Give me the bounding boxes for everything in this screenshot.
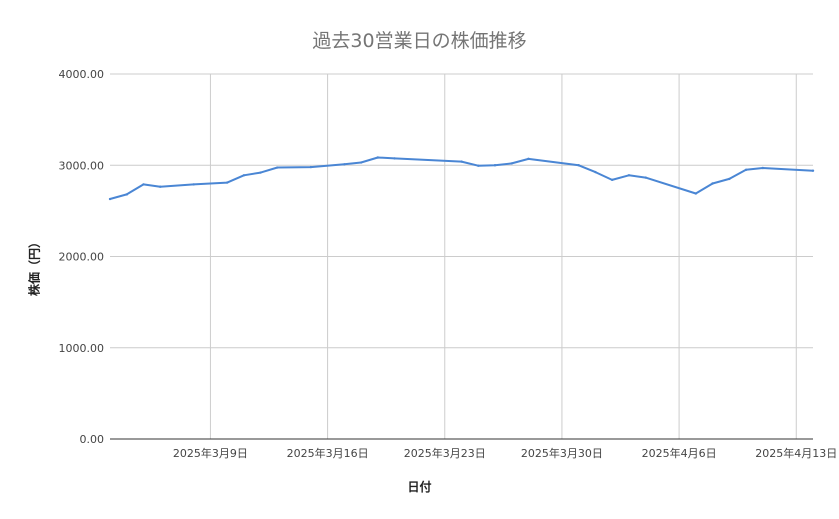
- data-point: [242, 174, 246, 177]
- x-tick-label: 2025年3月9日: [173, 446, 248, 460]
- data-point: [744, 168, 748, 172]
- data-point: [159, 185, 162, 188]
- data-point: [527, 157, 530, 161]
- data-point: [276, 166, 279, 169]
- y-tick-label: 2000.00: [59, 251, 105, 264]
- data-point: [761, 166, 764, 170]
- data-point: [694, 192, 698, 195]
- data-point: [376, 156, 380, 159]
- data-point: [644, 176, 647, 179]
- y-tick-label: 1000.00: [59, 342, 105, 355]
- data-point: [493, 164, 497, 167]
- data-point: [359, 161, 363, 164]
- data-point: [192, 183, 195, 186]
- data-point: [510, 162, 513, 165]
- series-line: [109, 156, 814, 200]
- data-point: [477, 164, 480, 167]
- data-point: [125, 193, 128, 196]
- y-tick-label: 3000.00: [59, 159, 105, 172]
- data-point: [728, 177, 731, 181]
- data-point: [460, 160, 463, 163]
- y-tick-label: 4000.00: [59, 68, 105, 81]
- data-point: [811, 169, 815, 172]
- data-point: [309, 165, 313, 169]
- x-tick-label: 2025年4月6日: [642, 446, 717, 460]
- y-tick-label: 0.00: [80, 433, 105, 446]
- data-point: [108, 197, 112, 201]
- data-point: [627, 174, 631, 177]
- x-tick-label: 2025年3月30日: [521, 446, 603, 460]
- data-point: [610, 178, 614, 182]
- data-point: [577, 164, 580, 167]
- data-point: [594, 170, 597, 174]
- data-point: [142, 183, 145, 186]
- x-tick-label: 2025年4月13日: [755, 446, 837, 460]
- data-point: [393, 157, 396, 160]
- data-point: [259, 171, 262, 174]
- x-tick-label: 2025年3月16日: [287, 446, 369, 460]
- x-tick-label: 2025年3月23日: [404, 446, 486, 460]
- data-point: [343, 163, 346, 166]
- chart-title: 過去30営業日の株価推移: [312, 30, 527, 52]
- data-point: [711, 182, 714, 185]
- x-axis-label: 日付: [407, 480, 432, 494]
- data-point: [225, 181, 229, 184]
